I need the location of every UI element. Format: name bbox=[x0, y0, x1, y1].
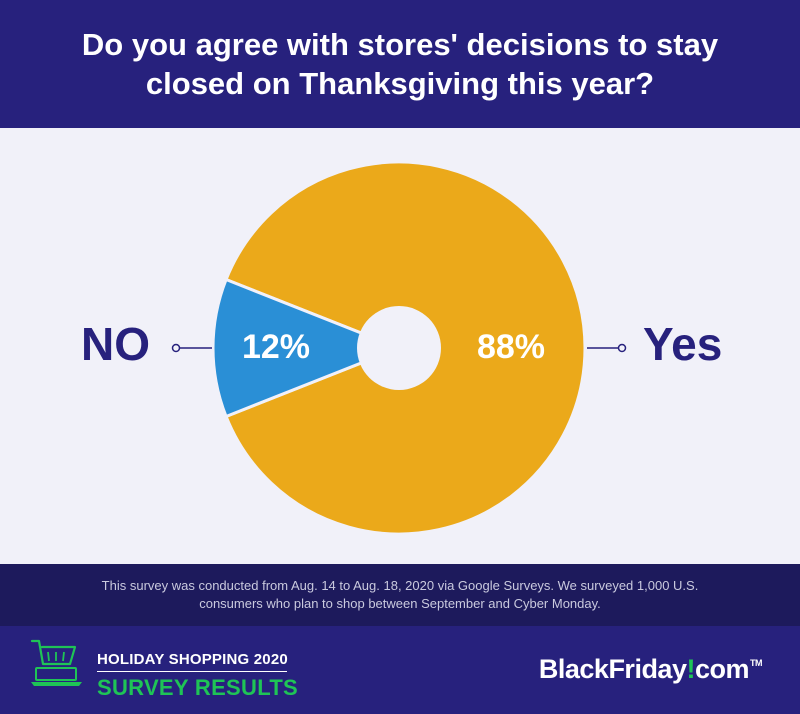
pie-chart: 12% 88% NO Yes bbox=[81, 160, 722, 536]
pie-slice-no bbox=[211, 277, 404, 419]
donut-hole bbox=[357, 306, 441, 390]
leader-dot-no bbox=[171, 343, 181, 353]
footnote-text: This survey was conducted from Aug. 14 t… bbox=[101, 578, 699, 611]
brand-trademark: TM bbox=[750, 658, 763, 668]
pie-label-yes-value: 88% bbox=[477, 328, 545, 366]
pie-category-yes: Yes bbox=[643, 318, 722, 370]
brand-logo: BlackFriday! com TM bbox=[538, 654, 763, 685]
pie-category-no: NO bbox=[81, 318, 150, 370]
brand-name: BlackFriday bbox=[538, 654, 687, 684]
chart-area: 12% 88% NO Yes bbox=[0, 128, 800, 564]
footer-divider bbox=[97, 671, 287, 672]
survey-footnote: This survey was conducted from Aug. 14 t… bbox=[0, 564, 800, 626]
brand-tld: com bbox=[694, 654, 750, 684]
leader-dot-yes bbox=[617, 343, 627, 353]
chart-title: Do you agree with stores' decisions to s… bbox=[81, 27, 719, 101]
shopping-cart-laptop-icon bbox=[30, 639, 82, 686]
pie-label-no-value: 12% bbox=[242, 328, 310, 366]
brand-bang: ! bbox=[686, 654, 695, 684]
header-banner: Do you agree with stores' decisions to s… bbox=[0, 0, 800, 128]
footer-banner: HOLIDAY SHOPPING 2020 SURVEY RESULTS Bla… bbox=[0, 626, 800, 714]
footer-subtitle: HOLIDAY SHOPPING 2020 bbox=[97, 651, 288, 668]
footer-title: SURVEY RESULTS bbox=[97, 675, 299, 700]
